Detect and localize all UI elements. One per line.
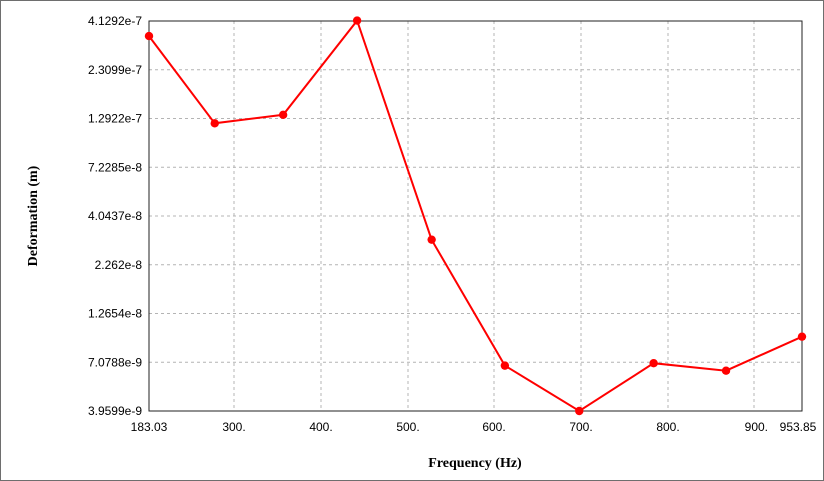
data-point xyxy=(797,332,807,341)
y-tick-label: 2.262e-8 xyxy=(95,258,143,272)
grid-lines xyxy=(149,21,802,411)
x-tick-label: 183.03 xyxy=(131,420,168,434)
y-axis-ticks: 4.1292e-7 2.3099e-7 1.2922e-7 7.2285e-8 4.04… xyxy=(88,14,142,418)
data-point xyxy=(649,358,658,368)
data-point xyxy=(427,235,436,244)
x-tick-label: 300. xyxy=(222,420,245,434)
x-tick-label: 953.85 xyxy=(780,420,817,434)
y-tick-label: 4.1292e-7 xyxy=(88,14,142,28)
y-tick-label: 1.2922e-7 xyxy=(88,112,142,126)
series-deformation xyxy=(144,16,807,416)
data-point xyxy=(210,119,219,128)
x-tick-label: 600. xyxy=(482,420,505,434)
data-point xyxy=(352,16,362,25)
y-tick-label: 4.0437e-8 xyxy=(88,209,142,223)
x-tick-label: 700. xyxy=(569,420,592,434)
data-point xyxy=(721,366,731,375)
data-point xyxy=(500,361,510,370)
data-point xyxy=(575,406,584,416)
x-axis-ticks: 183.03 300. 400. 500. 600. 700. 800. 900. 953.85 xyxy=(131,420,817,434)
y-tick-label: 2.3099e-7 xyxy=(88,63,142,77)
y-tick-label: 7.0788e-9 xyxy=(88,355,142,369)
data-point xyxy=(278,110,288,120)
series-line xyxy=(148,18,803,413)
y-tick-label: 3.9599e-9 xyxy=(88,404,142,418)
x-tick-label: 400. xyxy=(309,420,332,434)
x-tick-label: 900. xyxy=(745,420,768,434)
x-axis-label: Frequency (Hz) xyxy=(428,456,522,471)
x-tick-label: 500. xyxy=(396,420,419,434)
y-tick-label: 1.2654e-8 xyxy=(88,307,142,321)
plot-area xyxy=(148,20,803,412)
y-axis-label: Deformation (m) xyxy=(26,165,41,266)
data-point xyxy=(144,31,154,41)
x-tick-label: 800. xyxy=(656,420,679,434)
y-tick-label: 7.2285e-8 xyxy=(88,160,142,174)
